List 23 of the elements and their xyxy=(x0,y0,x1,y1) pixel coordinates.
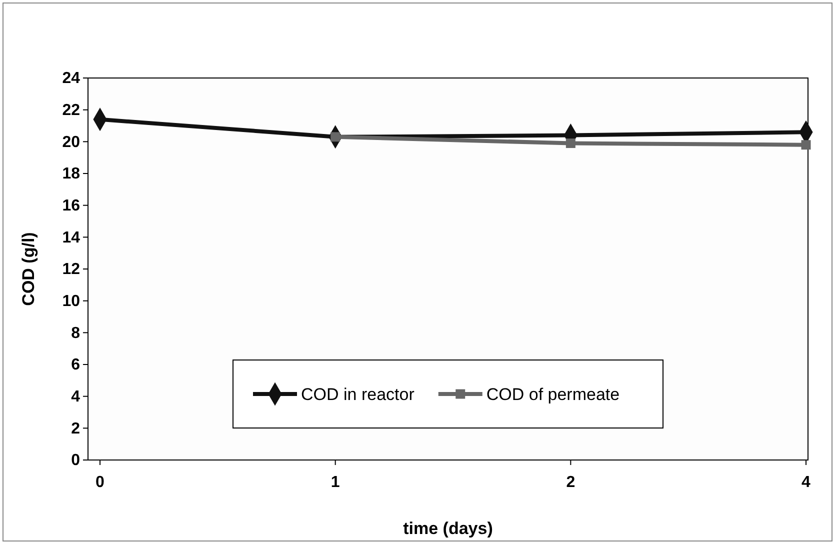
y-tick-label: 20 xyxy=(62,134,80,151)
x-tick-label: 0 xyxy=(96,474,105,492)
y-tick-label: 16 xyxy=(62,197,80,214)
y-tick-label: 6 xyxy=(71,356,80,374)
y-tick-label: 14 xyxy=(62,229,80,246)
x-axis-title: time (days) xyxy=(403,519,493,538)
y-tick-label: 12 xyxy=(62,261,80,278)
y-tick-label: 22 xyxy=(62,102,80,119)
x-tick-label: 4 xyxy=(802,474,811,492)
x-tick-label: 1 xyxy=(330,474,340,492)
y-tick-label: 18 xyxy=(62,166,80,183)
y-tick-label: 2 xyxy=(71,420,80,438)
y-tick-label: 4 xyxy=(71,388,80,406)
y-tick-label: 10 xyxy=(62,292,80,310)
legend-label: COD of permeate xyxy=(486,385,620,404)
y-tick-label: 8 xyxy=(71,324,80,342)
point xyxy=(801,140,811,150)
legend-label: COD in reactor xyxy=(301,385,415,404)
point xyxy=(566,138,576,148)
y-tick-label: 24 xyxy=(62,70,80,88)
y-axis-title: COD (g/l) xyxy=(19,232,38,306)
y-tick-label: 0 xyxy=(71,452,80,470)
x-tick-label: 2 xyxy=(566,474,576,492)
